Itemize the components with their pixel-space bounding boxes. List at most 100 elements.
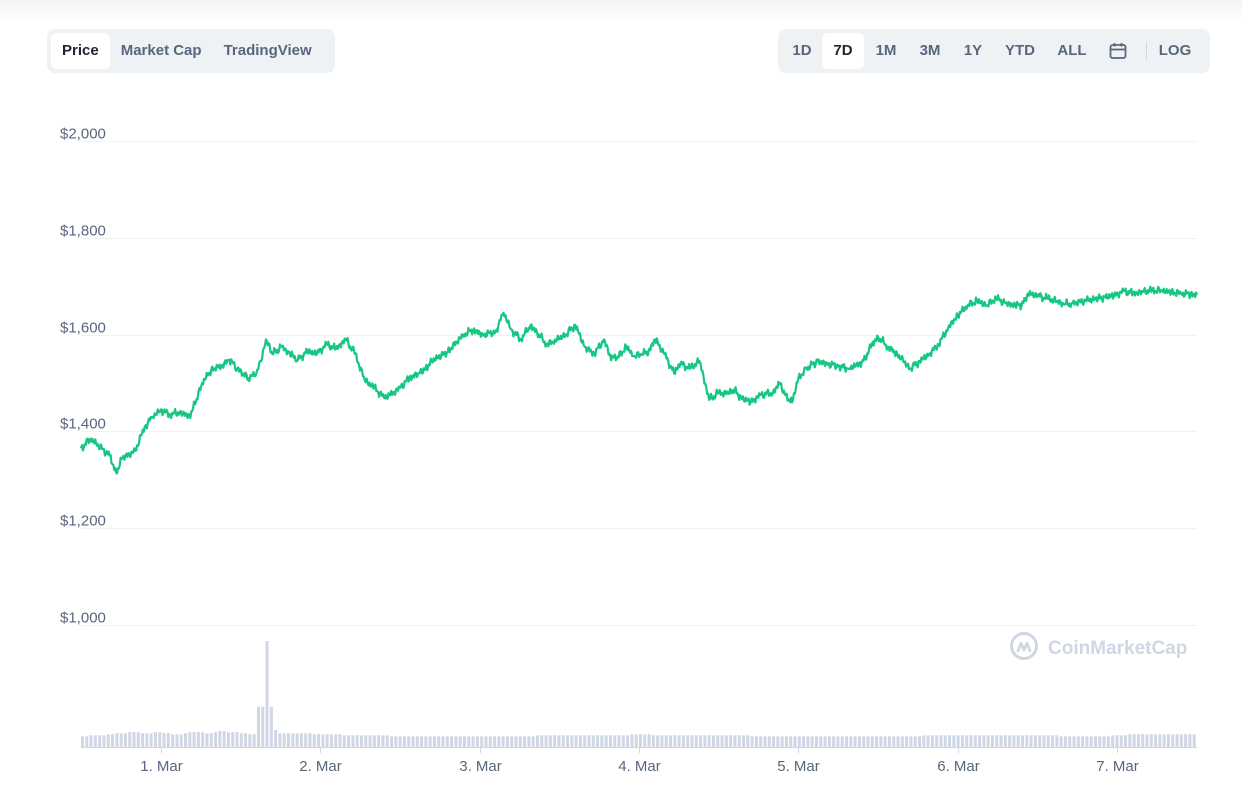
- volume-bar: [432, 736, 436, 747]
- volume-bar: [304, 733, 308, 747]
- tab-tradingview[interactable]: TradingView: [223, 42, 312, 59]
- volume-bar: [214, 732, 218, 747]
- range-3m[interactable]: 3M: [919, 42, 941, 59]
- volume-bar: [364, 735, 368, 747]
- volume-bar: [802, 736, 806, 747]
- volume-bar: [553, 735, 557, 747]
- volume-bar: [639, 734, 642, 747]
- y-tick-label: $1,600: [60, 320, 106, 337]
- volume-bar: [291, 733, 295, 747]
- volume-bar: [1184, 734, 1188, 747]
- range-all[interactable]: ALL: [1057, 42, 1087, 59]
- volume-bar: [776, 736, 780, 747]
- volume-bar: [1128, 734, 1132, 747]
- volume-bar: [342, 735, 346, 747]
- volume-bar: [415, 736, 419, 747]
- x-tick-label: 7. Mar: [1096, 758, 1139, 775]
- volume-bar: [158, 732, 162, 747]
- volume-bar: [355, 735, 359, 747]
- volume-bar: [347, 735, 351, 747]
- volume-bar: [145, 733, 149, 747]
- volume-bar: [634, 734, 638, 747]
- volume-bar: [407, 736, 411, 747]
- volume-bar: [823, 736, 827, 747]
- volume-bar: [540, 735, 544, 747]
- volume-bar: [488, 736, 492, 747]
- volume-bar: [763, 736, 767, 747]
- volume-bar: [1021, 735, 1025, 747]
- volume-bar: [171, 734, 175, 747]
- volume-bar: [1158, 734, 1162, 747]
- volume-bar: [372, 735, 376, 747]
- volume-bar: [317, 734, 321, 747]
- volume-bar: [454, 736, 458, 747]
- volume-bar: [1115, 735, 1119, 747]
- volume-bar: [119, 733, 123, 747]
- volume-bar: [617, 735, 621, 747]
- volume-bar: [832, 736, 836, 747]
- volume-bar: [295, 733, 299, 747]
- range-7d[interactable]: 7D: [822, 33, 864, 69]
- range-1d[interactable]: 1D: [792, 42, 812, 59]
- volume-bar: [986, 735, 990, 747]
- volume-bar: [960, 735, 964, 747]
- volume-bar: [1093, 736, 1097, 747]
- volume-bar: [368, 735, 372, 747]
- x-axis-ticks: 1. Mar 2. Mar 3. Mar 4. Mar 5. Mar 6. Mar 7. M…: [140, 747, 1139, 775]
- x-tick-label: 1. Mar: [140, 758, 183, 775]
- range-ytd[interactable]: YTD: [1005, 42, 1035, 59]
- volume-bar: [570, 735, 574, 747]
- volume-bar: [102, 735, 106, 747]
- volume-bar: [913, 736, 917, 747]
- volume-bar: [746, 735, 750, 747]
- volume-bar: [1051, 735, 1055, 747]
- volume-bar: [334, 734, 338, 747]
- volume-bar: [218, 731, 222, 747]
- tab-market-cap[interactable]: Market Cap: [120, 42, 202, 59]
- range-1m[interactable]: 1M: [875, 42, 897, 59]
- volume-bar: [132, 732, 136, 747]
- volume-bar: [1145, 734, 1149, 747]
- top-shade: [0, 0, 1242, 22]
- watermark: CoinMarketCap: [1010, 632, 1187, 660]
- volume-bar: [948, 735, 952, 747]
- volume-bar: [990, 735, 994, 747]
- volume-bar: [1166, 734, 1170, 747]
- y-axis-ticks: $2,000 $1,800 $1,600 $1,400 $1,200 $1,000: [60, 126, 106, 627]
- volume-bar: [527, 736, 531, 747]
- volume-bar: [780, 736, 784, 747]
- volume-bar: [385, 735, 389, 747]
- range-1y[interactable]: 1Y: [963, 42, 983, 59]
- volume-bar: [608, 735, 612, 747]
- volume-bar: [926, 735, 930, 747]
- volume-bar: [973, 735, 977, 747]
- volume-bar: [707, 735, 711, 747]
- volume-bar: [793, 736, 797, 747]
- volume-bar: [248, 734, 252, 747]
- log-scale-toggle[interactable]: LOG: [1158, 42, 1192, 59]
- volume-bar: [836, 736, 840, 747]
- volume-bar: [952, 735, 956, 747]
- volume-bar: [647, 734, 651, 747]
- grid-lines: [81, 141, 1197, 626]
- x-tick-label: 6. Mar: [937, 758, 980, 775]
- calendar-icon[interactable]: [1098, 33, 1138, 69]
- tab-price[interactable]: Price: [51, 33, 110, 69]
- volume-bar: [849, 736, 853, 747]
- volume-bar: [604, 735, 608, 747]
- volume-bar: [1055, 735, 1059, 747]
- volume-bar: [789, 736, 793, 747]
- volume-bar: [716, 735, 720, 747]
- volume-bar: [1029, 735, 1033, 747]
- volume-bar: [338, 734, 342, 747]
- volume-bar: [115, 733, 119, 747]
- volume-bar: [501, 736, 505, 747]
- volume-bar: [630, 734, 634, 747]
- volume-bar: [1132, 734, 1136, 747]
- volume-bar: [475, 736, 479, 747]
- volume-bar: [1102, 736, 1106, 747]
- volume-bar: [806, 736, 810, 747]
- volume-bar: [136, 732, 140, 747]
- volume-bar: [656, 735, 660, 747]
- volume-bar: [493, 736, 497, 747]
